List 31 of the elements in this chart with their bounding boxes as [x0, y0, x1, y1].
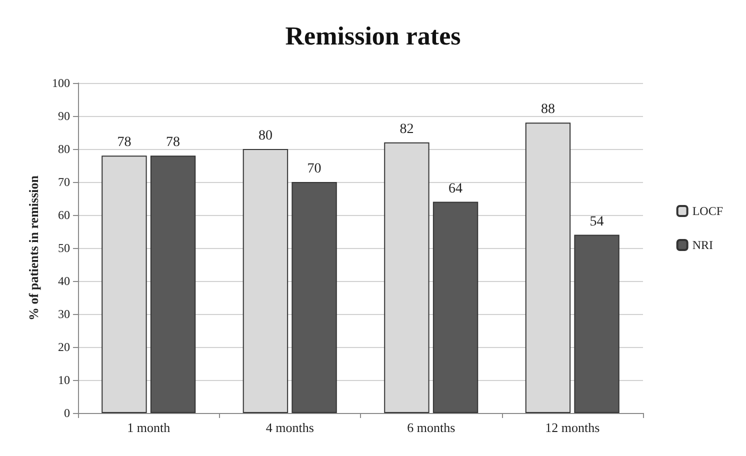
data-label: 82	[400, 122, 414, 137]
data-label: 78	[166, 135, 180, 150]
x-tick-label: 6 months	[407, 420, 456, 435]
bar	[574, 234, 620, 413]
bar	[432, 202, 478, 413]
y-tick-label: 50	[58, 241, 70, 255]
y-tick-label: 20	[58, 340, 70, 354]
x-tick-label: 12 months	[545, 420, 600, 435]
data-label: 64	[448, 181, 463, 196]
y-tick-label: 70	[58, 175, 70, 189]
data-label: 54	[590, 214, 604, 230]
y-tick-label: 100	[52, 76, 70, 90]
y-tick-label: 60	[58, 208, 70, 222]
chart-title: Remission rates	[285, 22, 461, 50]
y-tick-label: 0	[64, 406, 70, 420]
legend-label: NRI	[692, 238, 713, 252]
data-label: 78	[117, 135, 132, 150]
y-tick-label: 30	[58, 307, 70, 321]
y-tick-label: 90	[58, 109, 70, 123]
bar	[292, 182, 337, 413]
data-label: 80	[258, 128, 272, 144]
x-tick-label: 1 month	[127, 420, 171, 435]
x-tick-label: 4 months	[266, 420, 314, 435]
y-tick-label: 80	[58, 142, 70, 156]
y-axis-title: % of patients in remission	[26, 174, 41, 320]
y-tick-label: 40	[58, 274, 70, 288]
legend-label: LOCF	[692, 204, 724, 218]
y-tick-label: 10	[58, 373, 70, 387]
bar	[150, 156, 196, 413]
data-label: 70	[307, 162, 322, 176]
data-label: 88	[540, 102, 555, 118]
